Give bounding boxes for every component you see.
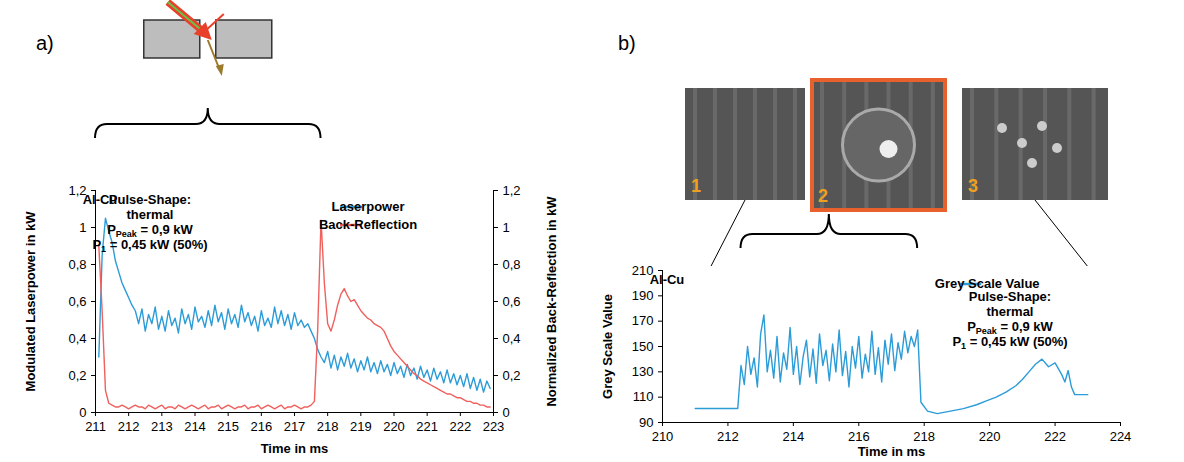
html-text:PPeak= 0,9 kW: PPeak= 0,9 kW <box>967 319 1053 336</box>
svg-text:Back-Reflection: Back-Reflection <box>319 217 417 232</box>
svg-text:Al-Cu: Al-Cu <box>82 192 118 207</box>
svg-text:0: 0 <box>503 405 510 420</box>
svg-text:222: 222 <box>449 419 471 434</box>
svg-text:Grey Scale Value: Grey Scale Value <box>600 294 615 399</box>
svg-text:190: 190 <box>632 288 654 303</box>
svg-text:Time in ms: Time in ms <box>858 444 926 459</box>
svg-text:90: 90 <box>639 415 653 430</box>
svg-text:218: 218 <box>317 419 339 434</box>
svg-text:P1 = 0,45 kW (50%): P1 = 0,45 kW (50%) <box>92 237 207 254</box>
svg-text:Laserpower: Laserpower <box>332 199 405 214</box>
svg-text:214: 214 <box>783 429 805 444</box>
svg-text:217: 217 <box>284 419 306 434</box>
svg-text:214: 214 <box>184 419 206 434</box>
svg-text:150: 150 <box>632 339 654 354</box>
svg-text:1: 1 <box>503 220 510 235</box>
svg-text:220: 220 <box>979 429 1001 444</box>
svg-text:215: 215 <box>217 419 239 434</box>
svg-text:0,6: 0,6 <box>503 294 521 309</box>
svg-text:222: 222 <box>1044 429 1066 444</box>
svg-text:0,8: 0,8 <box>68 257 86 272</box>
svg-text:0,4: 0,4 <box>503 331 521 346</box>
svg-text:211: 211 <box>85 419 106 434</box>
svg-text:212: 212 <box>118 419 140 434</box>
svg-text:Pulse-Shape:: Pulse-Shape: <box>109 192 191 207</box>
svg-text:thermal: thermal <box>987 304 1034 319</box>
svg-text:1: 1 <box>691 176 701 196</box>
svg-text:Grey Scale Value: Grey Scale Value <box>935 276 1040 291</box>
svg-text:a): a) <box>36 32 54 54</box>
svg-text:216: 216 <box>848 429 870 444</box>
svg-text:220: 220 <box>383 419 405 434</box>
svg-text:Pulse-Shape:: Pulse-Shape: <box>969 289 1051 304</box>
svg-text:P1 = 0,45 kW (50%): P1 = 0,45 kW (50%) <box>952 334 1067 351</box>
svg-text:0,4: 0,4 <box>68 331 86 346</box>
svg-text:3: 3 <box>968 176 978 196</box>
svg-text:Al-Cu: Al-Cu <box>650 272 685 287</box>
svg-text:224: 224 <box>1110 429 1132 444</box>
svg-text:Time in ms: Time in ms <box>261 441 329 456</box>
svg-text:219: 219 <box>350 419 372 434</box>
svg-text:130: 130 <box>632 364 654 379</box>
svg-text:0,2: 0,2 <box>68 368 86 383</box>
svg-text:1,2: 1,2 <box>503 183 521 198</box>
svg-text:210: 210 <box>652 429 674 444</box>
svg-text:2: 2 <box>818 186 828 206</box>
svg-text:1: 1 <box>79 220 86 235</box>
svg-text:Normalized Back-Reflection in: Normalized Back-Reflection in kW <box>544 196 559 407</box>
svg-text:216: 216 <box>250 419 272 434</box>
svg-text:110: 110 <box>633 389 654 404</box>
svg-text:221: 221 <box>416 419 438 434</box>
svg-text:thermal: thermal <box>127 207 174 222</box>
svg-text:0,6: 0,6 <box>68 294 86 309</box>
svg-text:b): b) <box>618 32 636 54</box>
html-text:PPeak= 0,9 kW: PPeak= 0,9 kW <box>107 222 193 239</box>
svg-text:0: 0 <box>79 405 86 420</box>
svg-text:170: 170 <box>632 313 654 328</box>
svg-text:0,2: 0,2 <box>503 368 521 383</box>
svg-text:1,2: 1,2 <box>68 182 87 198</box>
svg-text:218: 218 <box>913 429 935 444</box>
svg-text:Modulated Laserpower in kW: Modulated Laserpower in kW <box>23 211 38 392</box>
svg-text:212: 212 <box>717 429 739 444</box>
svg-text:213: 213 <box>151 419 173 434</box>
svg-text:0,8: 0,8 <box>503 257 521 272</box>
svg-text:223: 223 <box>483 419 505 434</box>
svg-text:210: 210 <box>631 262 654 278</box>
